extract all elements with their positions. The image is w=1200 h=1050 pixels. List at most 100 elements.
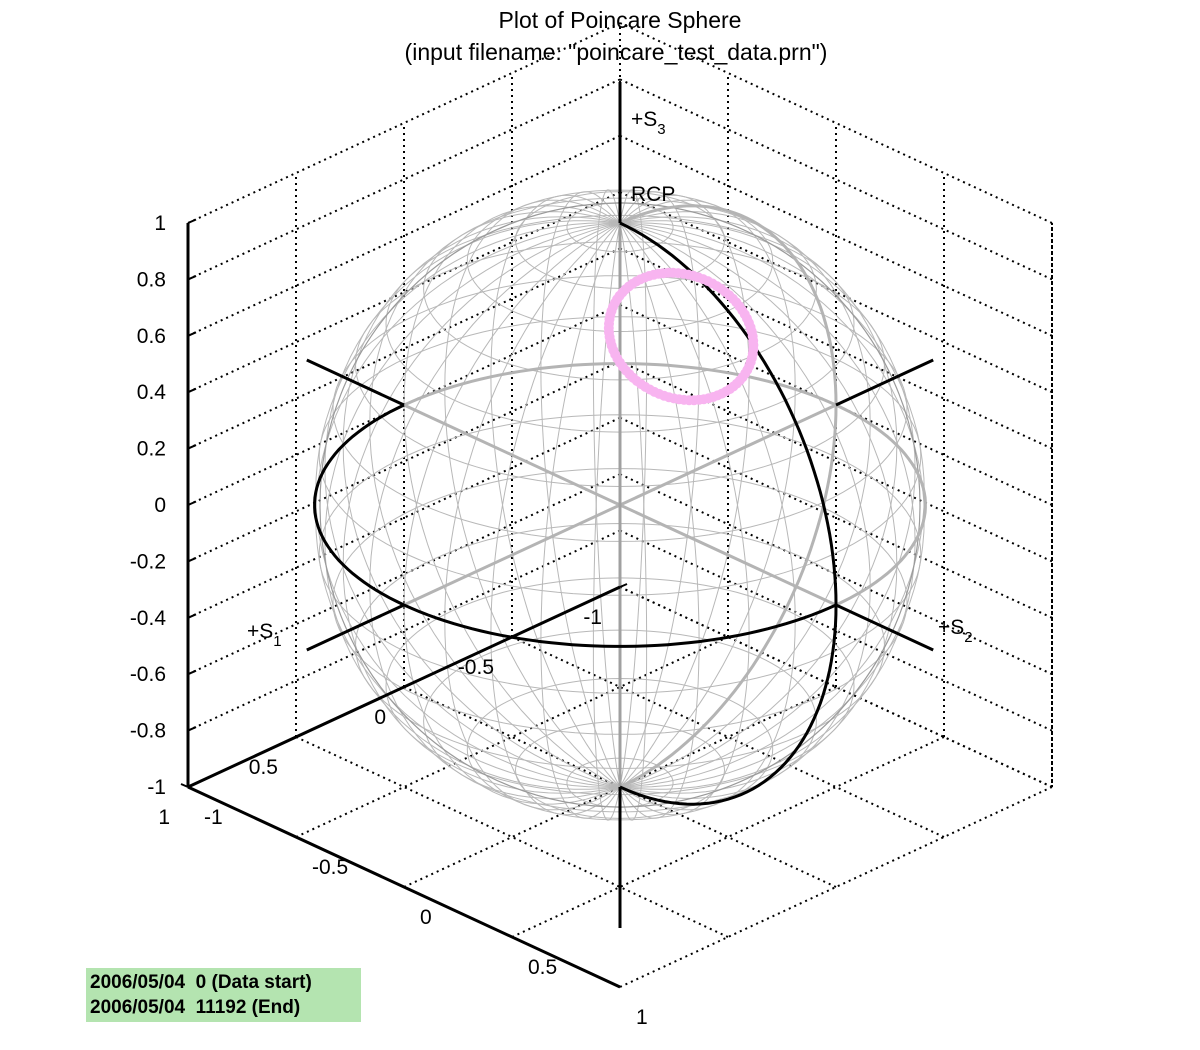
s1-tick-label: 0 xyxy=(374,706,386,729)
s3-tick-label: -0.6 xyxy=(130,663,166,686)
tick-mark xyxy=(295,733,304,738)
axis-box xyxy=(180,218,628,989)
tick-mark xyxy=(288,833,297,838)
s1-axis-outer xyxy=(306,603,405,652)
s1-tick-label: -0.5 xyxy=(458,656,494,679)
info-line-start: 2006/05/04 0 (Data start) xyxy=(90,972,312,993)
tick-mark xyxy=(612,983,621,988)
grid-line xyxy=(619,134,1053,337)
grid-line xyxy=(619,586,1053,788)
grid-line xyxy=(187,304,621,506)
grid-line xyxy=(187,191,621,394)
s3-tick-label: 0.8 xyxy=(137,268,166,291)
tick-mark xyxy=(504,933,513,938)
grid-line xyxy=(511,736,945,938)
s3-tick-label: 0.6 xyxy=(137,325,166,348)
grid-line xyxy=(511,636,945,838)
grid-line xyxy=(187,473,621,676)
tick-mark xyxy=(187,669,197,676)
s1-tick-label: -1 xyxy=(583,606,602,629)
data-points xyxy=(603,267,759,406)
s3-tick-label: 0.4 xyxy=(137,381,167,404)
stokes-axes xyxy=(306,82,934,928)
grid-line xyxy=(187,247,621,450)
tick-mark xyxy=(403,683,412,688)
s3-axis-label: +S3 xyxy=(631,108,666,138)
grid-line xyxy=(187,22,621,224)
s3-tick-label: -0.8 xyxy=(130,720,166,743)
longitude-line xyxy=(315,222,621,788)
grid-line xyxy=(619,360,1053,563)
info-line-end: 2006/05/04 11192 (End) xyxy=(90,997,301,1018)
chart-title: Plot of Poincare Sphere xyxy=(499,7,742,33)
grid-line xyxy=(619,473,1053,676)
data-range-info-box: 2006/05/04 0 (Data start) 2006/05/04 111… xyxy=(86,968,361,1022)
tick-mark xyxy=(187,613,197,619)
tick-mark xyxy=(187,274,197,281)
meridian-front xyxy=(619,221,838,806)
tick-mark xyxy=(619,583,628,588)
s1-axis-outer-back xyxy=(835,358,934,407)
longitude-line xyxy=(403,222,621,805)
grid-line xyxy=(187,360,621,563)
grid-line xyxy=(619,191,1053,394)
grid-line xyxy=(619,247,1053,450)
s1-axis-label: +S1 xyxy=(247,620,282,650)
tick-mark xyxy=(187,556,197,563)
s3-tick-label: 1 xyxy=(154,212,166,235)
grid-line xyxy=(619,304,1053,506)
s2-tick-label: -0.5 xyxy=(312,856,348,879)
tick-mark xyxy=(187,218,197,224)
tick-labels: -1 -0.8 -0.6 -0.4 -0.2 0 0.2 0.4 0.6 0.8 1 -1 -0.5 0 0… xyxy=(130,212,648,1029)
longitude-line xyxy=(490,222,621,816)
s3-tick-label: 0.2 xyxy=(137,438,166,461)
s2-tick-label: 0 xyxy=(420,906,432,929)
rcp-label: RCP xyxy=(631,183,675,206)
tick-mark xyxy=(511,633,520,638)
grid-line xyxy=(619,786,1053,988)
tick-mark xyxy=(187,500,197,506)
s3-tick-label: -1 xyxy=(147,776,166,799)
longitude-line xyxy=(619,222,648,821)
s3-tick-label: -0.4 xyxy=(130,607,167,630)
grid-line xyxy=(295,636,729,838)
grid-line xyxy=(295,736,729,938)
s2-axis-outer-back xyxy=(306,358,405,407)
grid-line xyxy=(187,134,621,337)
s3-tick-label: -0.2 xyxy=(130,550,166,573)
equator-front xyxy=(313,403,837,648)
tick-mark xyxy=(396,883,405,888)
grid-line xyxy=(619,529,1053,732)
grid-line xyxy=(187,416,621,619)
longitude-line xyxy=(619,220,916,788)
grid-line xyxy=(619,78,1053,281)
grid-line xyxy=(403,686,837,888)
s2-axis-label: +S2 xyxy=(938,616,973,646)
s1-tick-label: 0.5 xyxy=(249,756,278,779)
longitude-line xyxy=(619,222,925,788)
box-grid xyxy=(187,22,1053,988)
grid-line xyxy=(619,416,1053,619)
tick-mark xyxy=(187,387,197,394)
chart-subtitle: (input filename: "poincare_test_data.prn… xyxy=(405,39,828,65)
tick-mark xyxy=(187,783,196,788)
s2-axis-outer xyxy=(835,603,934,652)
s3-tick-label: 0 xyxy=(154,494,166,517)
longitude-line xyxy=(619,222,925,788)
tick-mark xyxy=(180,783,189,788)
longitude-line xyxy=(592,189,621,788)
grid-line xyxy=(187,529,621,732)
s2-tick-label: 0.5 xyxy=(528,956,557,979)
tick-mark xyxy=(187,726,197,732)
s2-tick-label: 1 xyxy=(636,1006,648,1029)
longitude-line xyxy=(315,222,621,788)
s1-tick-label: 1 xyxy=(158,806,170,829)
longitude-line xyxy=(490,194,621,788)
tick-mark xyxy=(187,444,197,450)
tick-mark xyxy=(187,331,197,337)
grid-line xyxy=(187,78,621,281)
grid-line xyxy=(403,686,837,888)
s2-tick-label: -1 xyxy=(204,806,223,829)
data-point xyxy=(745,322,756,333)
